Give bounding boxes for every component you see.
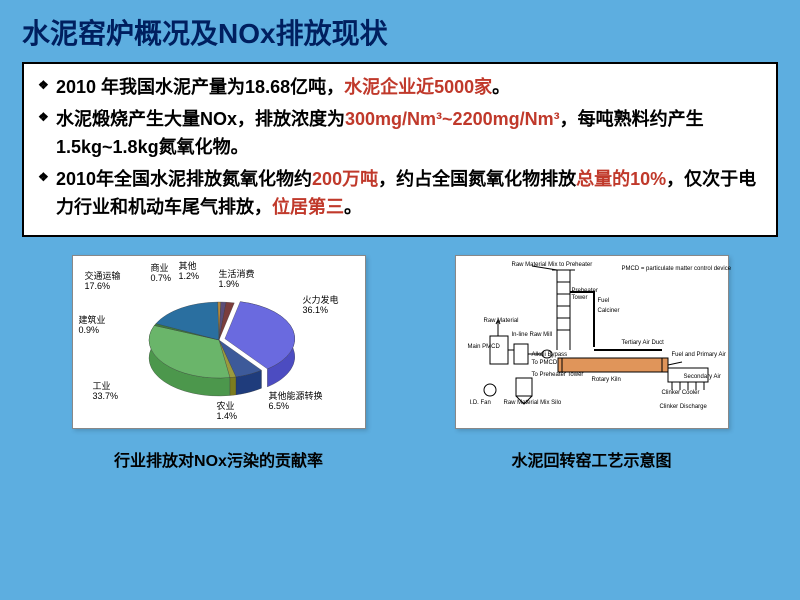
pie-label-commerce: 商业0.7% [151, 264, 172, 284]
bullet-3-text-c: ，约占全国氮氧化物排放 [378, 169, 576, 189]
pie-label-other: 其他1.2% [179, 262, 200, 282]
bullet-1-text-a: 2010 年我国水泥产量为18.68亿吨， [56, 77, 344, 97]
bullet-3: 2010年全国水泥排放氮氧化物约200万吨，约占全国氮氧化物排放总量的10%，仅… [38, 166, 762, 222]
pie-label-fire: 火力发电36.1% [303, 296, 339, 316]
pie-label-agri: 农业1.4% [217, 402, 238, 422]
content-box: 2010 年我国水泥产量为18.68亿吨，水泥企业近5000家。 水泥煅烧产生大… [22, 62, 778, 237]
slide-title: 水泥窑炉概况及NOx排放现状 [22, 12, 778, 52]
caption-right: 水泥回转窑工艺示意图 [511, 447, 671, 471]
pie-label-transport: 交通运输17.6% [85, 272, 121, 292]
diag-label-kiln: Rotary Kiln [592, 377, 621, 384]
figure-right: Raw Material Mix to Preheater PMCD = par… [455, 255, 729, 471]
pie-frame: 交通运输17.6% 商业0.7% 其他1.2% 生活消费1.9% 火力发电36.… [72, 255, 366, 429]
diag-label-topreheater: To Preheater Tower [532, 372, 584, 379]
bullet-2: 水泥煅烧产生大量NOx，排放浓度为300mg/Nm³~2200mg/Nm³，每吨… [38, 106, 762, 162]
pie-chart: 交通运输17.6% 商业0.7% 其他1.2% 生活消费1.9% 火力发电36.… [79, 262, 359, 422]
pie-label-industry: 工业33.7% [93, 382, 119, 402]
diag-label-tertiary: Tertiary Air Duct [622, 340, 664, 347]
pie-label-construction: 建筑业0.9% [79, 316, 106, 336]
bullet-3-highlight-f: 位居第三 [272, 197, 344, 217]
diag-label-alkali: Alkali Bypass [532, 352, 568, 359]
slide: 水泥窑炉概况及NOx排放现状 2010 年我国水泥产量为18.68亿吨，水泥企业… [0, 0, 800, 600]
diagram-svg [462, 262, 722, 422]
bullet-3-highlight-b: 200万吨 [312, 169, 378, 189]
diag-label-top: Raw Material Mix to Preheater [512, 262, 593, 269]
figures-row: 交通运输17.6% 商业0.7% 其他1.2% 生活消费1.9% 火力发电36.… [22, 255, 778, 471]
bullet-2-text-a: 水泥煅烧产生大量NOx，排放浓度为 [56, 109, 345, 129]
diag-label-topmcd: To PMCD [532, 360, 558, 367]
diag-label-mainpmcd: Main PMCD [468, 344, 500, 351]
diag-label-calciner: Calciner [598, 308, 620, 315]
figure-left: 交通运输17.6% 商业0.7% 其他1.2% 生活消费1.9% 火力发电36.… [72, 255, 366, 471]
diag-label-fuel: Fuel [598, 298, 610, 305]
bullet-2-highlight: 300mg/Nm³~2200mg/Nm³ [345, 109, 560, 129]
process-diagram: Raw Material Mix to Preheater PMCD = par… [462, 262, 722, 422]
pie-label-life: 生活消费1.9% [219, 270, 255, 290]
diag-label-pmcd: PMCD = particulate matter control device [622, 266, 732, 273]
diag-label-fuelprimary: Fuel and Primary Air [672, 352, 726, 359]
diagram-frame: Raw Material Mix to Preheater PMCD = par… [455, 255, 729, 429]
diag-label-idfan: I.D. Fan [470, 400, 491, 407]
diag-label-silo: Raw Material Mix Silo [504, 400, 562, 407]
bullet-1-highlight: 水泥企业近5000家 [344, 77, 492, 97]
bullet-1: 2010 年我国水泥产量为18.68亿吨，水泥企业近5000家。 [38, 74, 762, 102]
diag-label-inline: In-line Raw Mill [512, 332, 553, 339]
pie-label-energy: 其他能源转换6.5% [269, 392, 323, 412]
bullet-3-highlight-d: 总量的10% [576, 169, 666, 189]
caption-left: 行业排放对NOx污染的贡献率 [114, 447, 323, 471]
bullet-3-text-g: 。 [344, 197, 362, 217]
diag-label-cooler: Clinker Cooler [662, 390, 700, 397]
diag-label-discharge: Clinker Discharge [660, 404, 707, 411]
diag-label-preheater: PreheaterTower [572, 288, 598, 301]
bullet-1-text-c: 。 [492, 77, 510, 97]
diag-label-secondary: Secondary Air [684, 374, 721, 381]
bullet-3-text-a: 2010年全国水泥排放氮氧化物约 [56, 169, 312, 189]
diag-label-rawmat: Raw Material [484, 318, 519, 325]
